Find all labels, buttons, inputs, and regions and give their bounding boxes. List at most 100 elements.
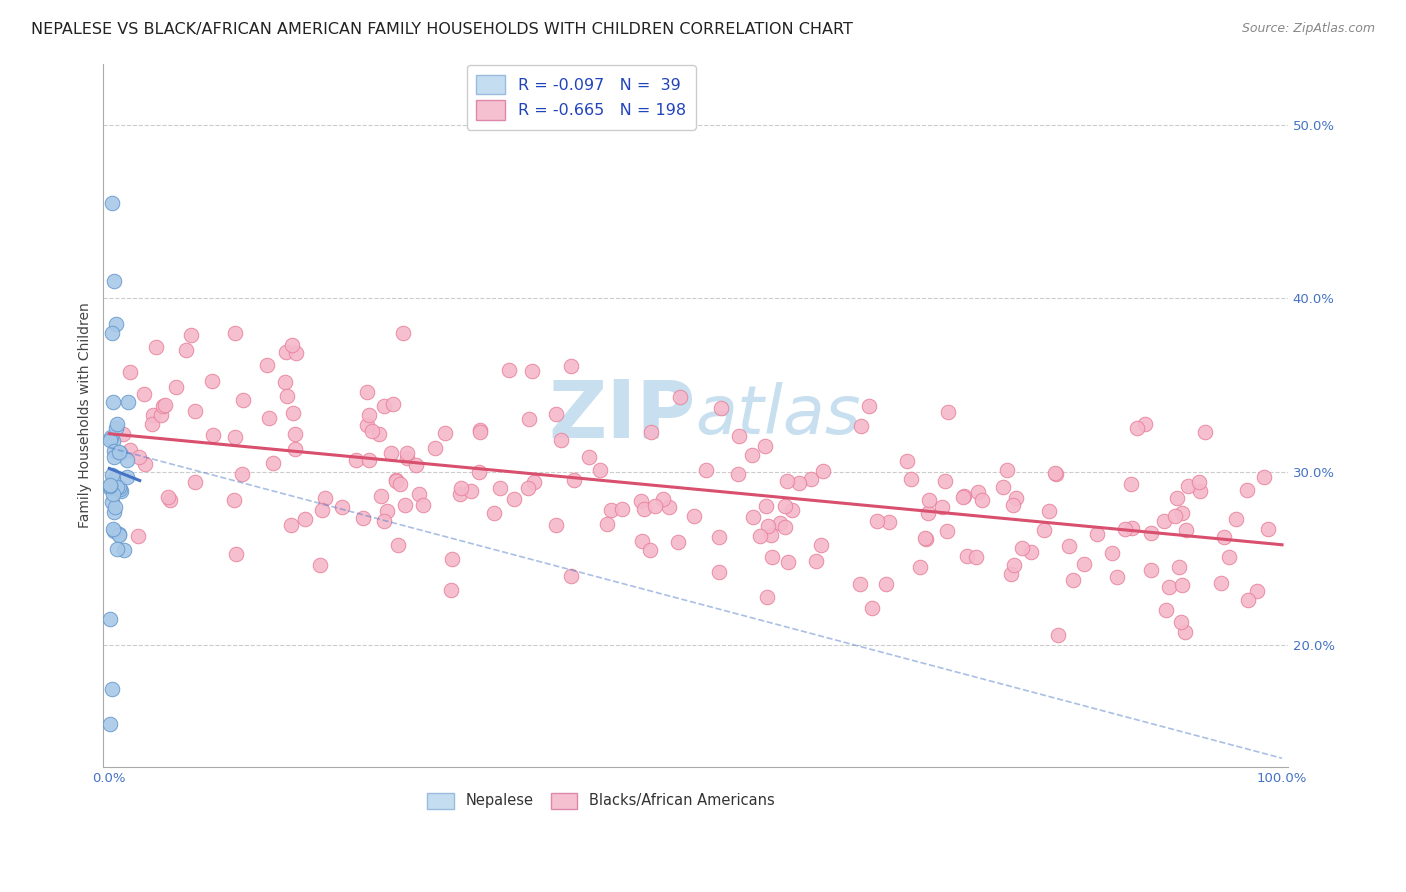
Point xyxy=(103,473,125,487)
Point xyxy=(450,481,472,495)
Point xyxy=(380,445,402,459)
Text: atlas: atlas xyxy=(696,383,862,449)
Point xyxy=(1087,527,1109,541)
Point xyxy=(108,482,131,496)
Point xyxy=(100,326,122,340)
Point xyxy=(395,451,418,466)
Point xyxy=(108,444,131,458)
Point xyxy=(381,397,404,411)
Point xyxy=(1188,484,1211,499)
Point xyxy=(201,374,224,388)
Point xyxy=(761,528,783,542)
Point xyxy=(1171,506,1194,520)
Point xyxy=(1257,521,1279,535)
Point xyxy=(105,417,128,432)
Point xyxy=(503,491,526,506)
Point xyxy=(373,514,395,528)
Point xyxy=(231,467,253,481)
Point xyxy=(877,515,900,529)
Point xyxy=(112,543,135,558)
Point xyxy=(1177,479,1199,493)
Point xyxy=(600,503,623,517)
Point xyxy=(392,326,415,340)
Point xyxy=(1073,557,1095,571)
Point xyxy=(776,474,799,488)
Point xyxy=(1121,521,1143,535)
Point xyxy=(517,481,540,495)
Point xyxy=(1038,504,1060,518)
Point xyxy=(107,527,129,541)
Point xyxy=(810,538,832,552)
Point xyxy=(256,359,278,373)
Point xyxy=(359,408,381,422)
Point xyxy=(141,417,163,431)
Point xyxy=(100,716,122,731)
Point xyxy=(100,430,122,444)
Point xyxy=(775,520,797,534)
Point xyxy=(103,443,125,458)
Point xyxy=(811,465,834,479)
Point xyxy=(917,507,939,521)
Point xyxy=(1225,512,1247,526)
Legend: Nepalese, Blacks/African Americans: Nepalese, Blacks/African Americans xyxy=(420,785,782,816)
Point xyxy=(111,427,134,442)
Point xyxy=(387,537,409,551)
Point xyxy=(633,502,655,516)
Point xyxy=(385,473,408,487)
Point xyxy=(707,531,730,545)
Point xyxy=(952,490,974,504)
Point xyxy=(274,345,297,359)
Point xyxy=(727,467,749,482)
Point xyxy=(101,434,124,448)
Point xyxy=(152,400,174,414)
Point xyxy=(1047,628,1070,642)
Point xyxy=(159,493,181,508)
Point xyxy=(375,504,398,518)
Point xyxy=(484,506,506,520)
Point xyxy=(965,549,987,564)
Point xyxy=(311,502,333,516)
Point xyxy=(100,612,122,626)
Point xyxy=(596,517,619,532)
Point xyxy=(1139,563,1161,577)
Point xyxy=(127,529,149,543)
Point xyxy=(357,452,380,467)
Point xyxy=(384,474,406,488)
Point xyxy=(640,425,662,439)
Point xyxy=(142,408,165,422)
Point xyxy=(360,424,382,438)
Point xyxy=(1107,570,1129,584)
Point xyxy=(489,481,512,495)
Point xyxy=(900,473,922,487)
Point xyxy=(284,426,307,441)
Point xyxy=(1043,466,1066,480)
Point xyxy=(638,543,661,558)
Point xyxy=(578,450,600,464)
Point xyxy=(1002,498,1025,512)
Point xyxy=(858,399,880,413)
Point xyxy=(104,500,127,514)
Point xyxy=(120,442,142,457)
Point xyxy=(1209,576,1232,591)
Point xyxy=(100,481,122,495)
Point xyxy=(180,327,202,342)
Point xyxy=(281,338,304,352)
Point xyxy=(727,428,749,442)
Point xyxy=(467,465,489,479)
Point xyxy=(412,498,434,512)
Point xyxy=(1062,573,1084,587)
Point xyxy=(589,463,612,477)
Text: Source: ZipAtlas.com: Source: ZipAtlas.com xyxy=(1241,22,1375,36)
Point xyxy=(128,450,150,465)
Point xyxy=(1157,580,1180,594)
Point xyxy=(224,326,246,340)
Point xyxy=(1188,475,1211,490)
Point xyxy=(100,468,122,483)
Point xyxy=(174,343,197,357)
Point xyxy=(1194,425,1216,439)
Point xyxy=(367,426,389,441)
Point xyxy=(915,533,938,547)
Point xyxy=(117,452,139,467)
Point xyxy=(149,409,172,423)
Point xyxy=(1000,566,1022,581)
